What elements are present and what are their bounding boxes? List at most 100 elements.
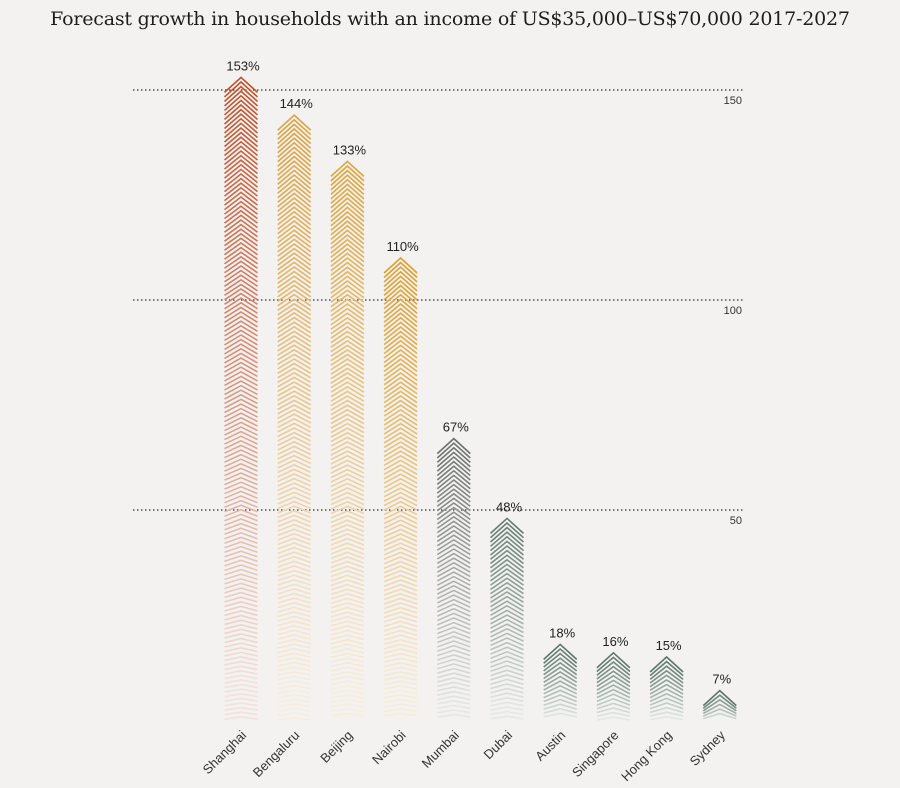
bar-chevron	[224, 444, 258, 454]
bar-chevron	[489, 517, 525, 534]
bar-chevron	[330, 565, 365, 573]
bar-chevron	[702, 694, 737, 709]
bar-chevron	[383, 454, 418, 467]
bar-chevron	[277, 592, 311, 600]
bar-chevron	[224, 554, 258, 563]
bar-chevron	[649, 665, 684, 680]
bar-chevron	[543, 689, 578, 699]
bar-chevron	[383, 464, 418, 475]
bar-chevron	[224, 458, 258, 468]
data-label: 67%	[443, 420, 469, 435]
bar-chevron	[490, 554, 524, 569]
bar-chevron	[224, 283, 258, 296]
bar-chevron	[649, 697, 684, 706]
bar-chevron	[383, 395, 418, 408]
bar-chevron	[223, 108, 259, 125]
bar-chevron	[330, 381, 365, 393]
bar-chevron	[330, 316, 365, 330]
bar-chevron	[330, 546, 365, 555]
bar-chevron	[436, 603, 471, 613]
bar-chevron	[436, 561, 471, 573]
chart-title: Forecast growth in households with an in…	[50, 8, 850, 30]
bar-chevron	[277, 440, 312, 451]
bar-chevron	[596, 679, 631, 691]
bar-chevron	[330, 638, 365, 645]
bar-chevron	[277, 353, 312, 366]
bar-chevron	[383, 459, 418, 471]
bar-chevron	[224, 237, 258, 251]
bar-chevron	[490, 673, 524, 681]
bar-chevron	[330, 537, 365, 546]
category-label: Bengaluru	[250, 728, 303, 781]
bar-chevron	[330, 399, 365, 411]
bar-chevron	[649, 715, 684, 721]
bar-chevron	[224, 357, 258, 369]
bar-chevron	[330, 615, 365, 623]
bar-chevron	[330, 468, 365, 479]
bar-chevron	[330, 464, 365, 474]
bar-chevron	[224, 669, 258, 675]
bar-chevron	[330, 395, 365, 407]
bar-chevron	[277, 348, 312, 361]
bar-chevron	[224, 476, 258, 486]
bar-chevron	[224, 527, 258, 536]
category-label: Nairobi	[369, 727, 409, 767]
bar-chevron	[649, 655, 684, 673]
bar-chevron	[437, 686, 471, 692]
bar-chevron	[223, 149, 259, 166]
bar-chevron	[224, 311, 258, 324]
bar-chevron	[596, 660, 631, 676]
bar-chevron	[649, 706, 684, 714]
bar-chevron	[383, 325, 418, 341]
bar-chevron	[383, 680, 418, 686]
bar-chevron	[224, 702, 258, 707]
bar-chevron	[277, 385, 312, 397]
bar-chevron	[224, 315, 258, 328]
bar-chevron	[277, 325, 312, 339]
bar-chevron	[596, 716, 631, 721]
bar-chevron	[436, 594, 471, 604]
bar-chevron	[596, 656, 631, 673]
bar-chevron	[383, 519, 418, 529]
bar-chevron	[490, 710, 524, 716]
bar-chevron	[277, 146, 312, 163]
bar-chevron	[277, 367, 312, 379]
bar-chevron	[277, 358, 312, 370]
bar-chevron	[330, 298, 365, 312]
bar-chevron	[277, 206, 312, 221]
bar-chevron	[277, 362, 312, 375]
bar-chevron	[330, 280, 365, 294]
bar-chevron	[383, 698, 418, 704]
bar-chevron	[277, 647, 311, 654]
bar-chevron	[436, 525, 471, 538]
bar-chevron	[437, 640, 471, 648]
bar-chevron	[223, 76, 259, 93]
bar-chevron	[224, 490, 258, 499]
bar-chevron	[330, 675, 365, 681]
bar-chevron	[383, 565, 418, 574]
bar-chevron	[490, 660, 524, 668]
bar-chevron	[330, 243, 365, 258]
bar-chevron	[224, 715, 258, 720]
bar-chevron	[223, 163, 259, 179]
bar-chevron	[330, 533, 365, 542]
bar-chevron	[223, 103, 259, 121]
bar-chevron	[277, 463, 312, 474]
bar-chevron	[330, 703, 365, 708]
bar-chevron	[383, 496, 418, 507]
bar-chevron	[330, 477, 365, 488]
bar-dubai	[489, 517, 525, 720]
bar-chevron	[223, 85, 259, 103]
bar-chevron	[383, 473, 418, 484]
bar-chevron	[649, 674, 684, 688]
bar-chevron	[383, 307, 418, 323]
bar-chevron	[330, 450, 365, 461]
bar-chevron	[224, 329, 258, 342]
bar-chevron	[224, 614, 258, 621]
bar-chevron	[490, 600, 524, 612]
bar-chevron	[702, 698, 737, 712]
bar-chevron	[383, 671, 418, 677]
bar-chevron	[383, 546, 418, 556]
bar-chevron	[330, 178, 365, 195]
bar-chevron	[277, 505, 312, 514]
